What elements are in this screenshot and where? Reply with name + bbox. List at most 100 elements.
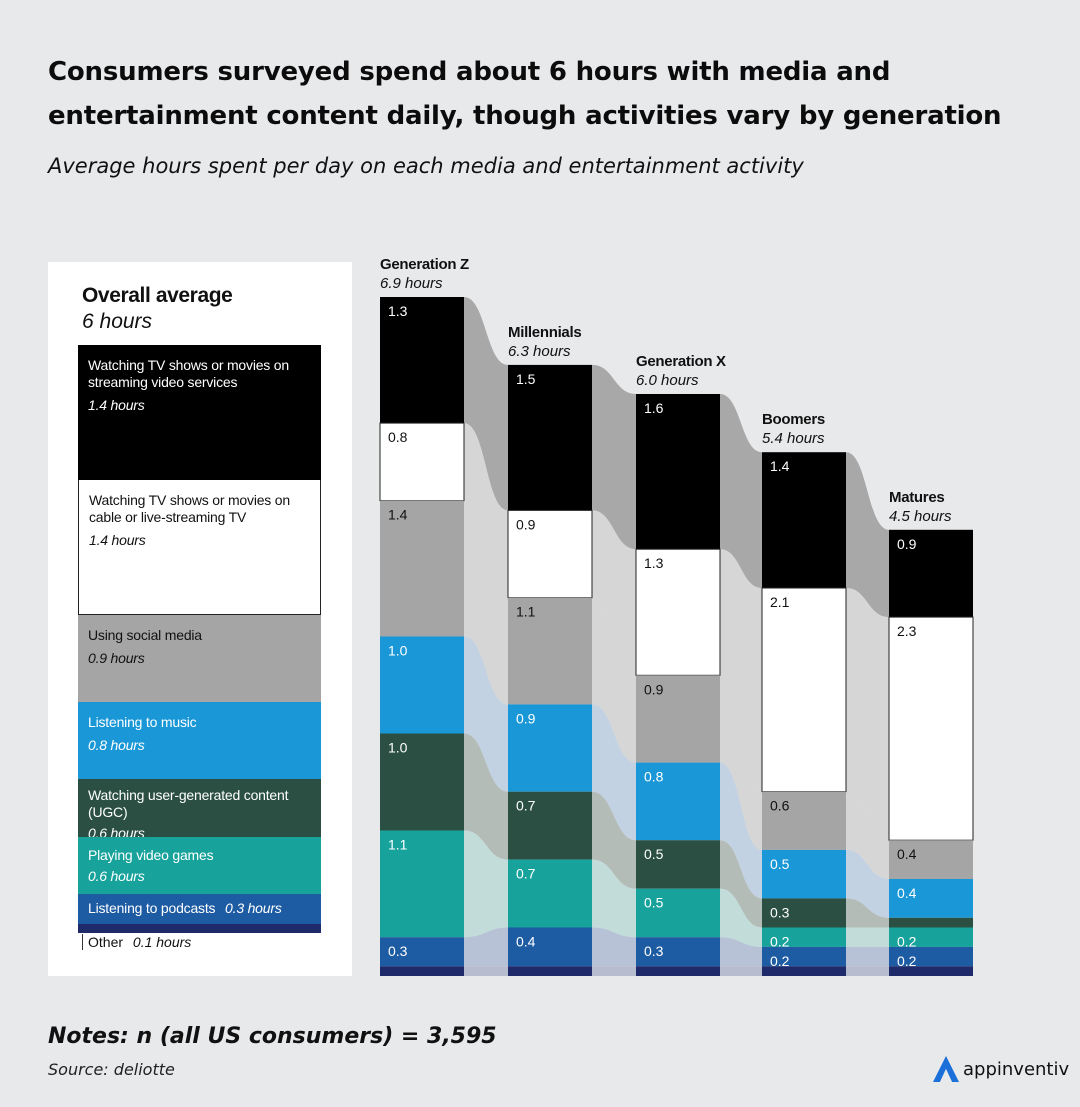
flow-link bbox=[846, 946, 889, 967]
bar-segment bbox=[380, 830, 464, 938]
bar-segment bbox=[762, 927, 846, 947]
bar-segment bbox=[762, 849, 846, 899]
flow-link bbox=[846, 791, 889, 879]
flow-link bbox=[846, 849, 889, 918]
flow-link bbox=[592, 704, 636, 841]
data-label: 0.7 bbox=[516, 866, 536, 882]
bar-segment bbox=[508, 927, 592, 967]
bar-segment bbox=[762, 946, 846, 967]
brand-logo: appinventiv bbox=[932, 1054, 1069, 1084]
flow-link bbox=[720, 394, 762, 588]
data-label: 1.1 bbox=[388, 837, 408, 853]
data-label: 0.2 bbox=[897, 934, 917, 950]
brand-name: appinventiv bbox=[963, 1058, 1070, 1080]
data-label: 0.4 bbox=[516, 934, 536, 950]
flow-link bbox=[464, 830, 508, 938]
flow-link bbox=[720, 549, 762, 792]
category-label: Generation X bbox=[636, 353, 726, 370]
data-label: 1.1 bbox=[516, 604, 536, 620]
data-label: 1.3 bbox=[644, 555, 664, 571]
data-label: 0.3 bbox=[388, 943, 408, 959]
generation-stacked-chart: 1.3 0.8 1.4 1.0 1.0 1.1 0.3 1.5 0.9 1.1 0.9 0.7 0.7 0… bbox=[379, 256, 974, 976]
overall-seg-label: Listening to music bbox=[88, 714, 197, 730]
data-label: 0.4 bbox=[897, 846, 917, 862]
data-label: 1.5 bbox=[516, 371, 536, 387]
data-label: 1.0 bbox=[388, 740, 408, 756]
flow-link bbox=[846, 588, 889, 841]
flow-link bbox=[720, 840, 762, 928]
bar-segment bbox=[889, 946, 973, 967]
bar-segment bbox=[636, 675, 720, 763]
bar-segment bbox=[636, 966, 720, 976]
overall-seg-label: Other bbox=[88, 934, 124, 950]
flow-links bbox=[464, 297, 889, 976]
overall-seg-podcasts: Listening to podcasts 0.3 hours bbox=[78, 894, 321, 924]
overall-seg-music: Listening to music 0.8 hours bbox=[78, 702, 321, 779]
data-label: 0.3 bbox=[644, 943, 664, 959]
overall-seg-hours: 0.1 hours bbox=[132, 934, 192, 950]
overall-seg-cable: Watching TV shows or movies on cable or … bbox=[78, 480, 321, 615]
data-label: 0.9 bbox=[644, 681, 664, 697]
generation-bars: 1.3 0.8 1.4 1.0 1.0 1.1 0.3 1.5 0.9 1.1 0.9 0.7 0.7 0… bbox=[379, 297, 974, 976]
bar-segment bbox=[636, 937, 720, 967]
data-label: 0.5 bbox=[644, 895, 664, 911]
data-label: 0.4 bbox=[897, 885, 917, 901]
flow-link bbox=[846, 927, 889, 947]
bar-segment bbox=[762, 791, 846, 850]
overall-seg-label: Watching TV shows or movies on streaming… bbox=[88, 357, 289, 390]
bar-segment bbox=[636, 888, 720, 938]
overall-seg-hours: 0.3 hours bbox=[225, 900, 282, 916]
bar-segment bbox=[380, 937, 464, 967]
chart-title: Consumers surveyed spend about 6 hours w… bbox=[48, 57, 1002, 131]
bar-segment bbox=[762, 898, 846, 928]
bar-segment bbox=[380, 966, 464, 976]
bar-segment bbox=[889, 966, 973, 976]
flow-link bbox=[592, 791, 636, 889]
flow-link bbox=[846, 898, 889, 928]
flow-link bbox=[464, 927, 508, 967]
data-label: 0.2 bbox=[770, 934, 790, 950]
flow-link bbox=[464, 423, 508, 598]
data-label: 0.5 bbox=[644, 846, 664, 862]
category-total: 4.5 hours bbox=[889, 508, 952, 525]
data-label: 2.1 bbox=[770, 594, 790, 610]
overall-seg-label: Watching TV shows or movies on cable or … bbox=[89, 492, 290, 525]
bar-segment bbox=[889, 879, 973, 918]
bar-segment bbox=[762, 452, 846, 588]
data-label: 1.6 bbox=[644, 400, 664, 416]
overall-seg-label: Playing video games bbox=[88, 847, 214, 863]
category-total: 6.3 hours bbox=[508, 343, 571, 360]
category-total: 6.0 hours bbox=[636, 372, 699, 389]
bar-segment bbox=[508, 791, 592, 860]
source: Source: deliotte bbox=[48, 1060, 175, 1079]
data-label: 0.8 bbox=[388, 429, 408, 445]
overall-seg-other bbox=[78, 924, 321, 933]
overall-seg-label: Using social media bbox=[88, 627, 202, 643]
bar-segment bbox=[889, 927, 973, 947]
data-label: 0.6 bbox=[770, 798, 790, 814]
bar-segment bbox=[636, 840, 720, 889]
data-label: 1.0 bbox=[388, 643, 408, 659]
data-label: 0.2 bbox=[770, 953, 790, 969]
category-label: Matures bbox=[889, 489, 944, 506]
data-label: 1.4 bbox=[388, 507, 408, 523]
data-label: 1.3 bbox=[388, 303, 408, 319]
bar-segment bbox=[508, 597, 592, 705]
bar-segment bbox=[889, 529, 973, 618]
category-total: 5.4 hours bbox=[762, 430, 825, 447]
data-label: 0.5 bbox=[770, 856, 790, 872]
bar-segment bbox=[380, 500, 464, 637]
overall-seg-hours: 0.9 hours bbox=[88, 650, 145, 666]
flow-link bbox=[592, 927, 636, 967]
flow-link bbox=[846, 966, 889, 976]
bar-segment bbox=[761, 587, 847, 793]
flow-link bbox=[592, 859, 636, 938]
flow-link bbox=[720, 762, 762, 899]
overall-seg-hours: 0.6 hours bbox=[88, 868, 145, 884]
data-label: 0.3 bbox=[770, 904, 790, 920]
data-label: 0.8 bbox=[644, 769, 664, 785]
generation-labels: Generation Z 6.9 hours Millennials 6.3 hour… bbox=[380, 256, 952, 525]
overall-seg-ugc: Watching user-generated content (UGC) 0.… bbox=[78, 779, 321, 841]
bar-segment bbox=[635, 548, 721, 676]
flow-link bbox=[720, 937, 762, 967]
